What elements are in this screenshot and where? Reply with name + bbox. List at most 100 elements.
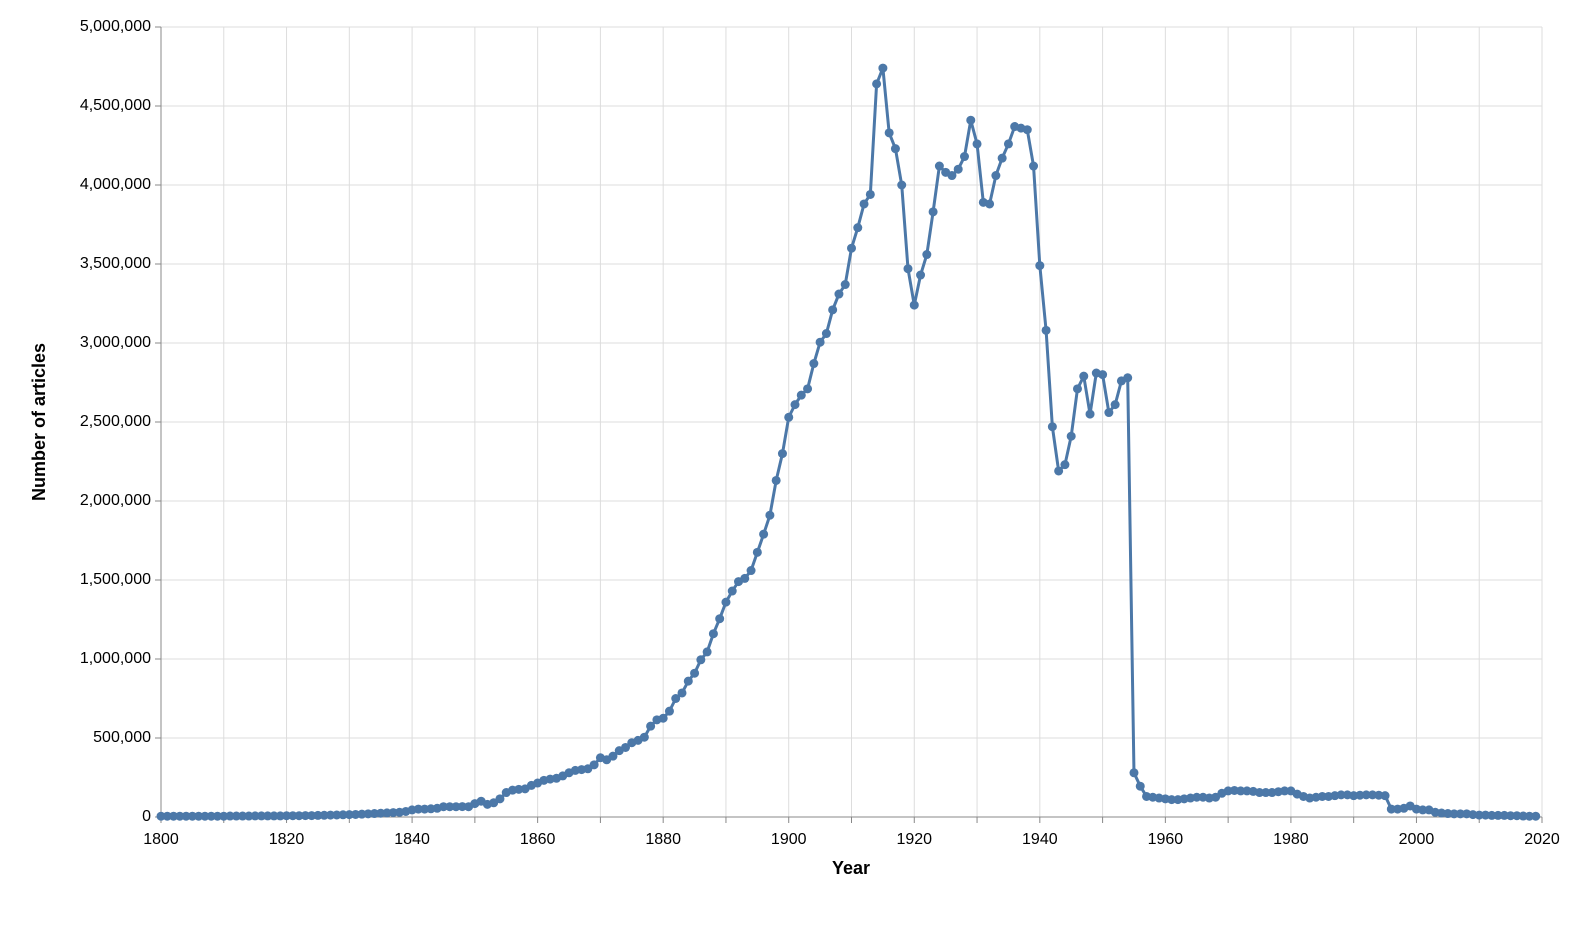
point xyxy=(344,810,354,820)
point xyxy=(966,115,976,125)
point xyxy=(897,180,907,190)
point xyxy=(985,199,995,209)
point xyxy=(256,811,266,821)
point xyxy=(664,706,674,716)
point xyxy=(959,152,969,162)
point xyxy=(934,161,944,171)
y-tick-label: 4,000,000 xyxy=(80,176,151,193)
y-axis-title: Number of articles xyxy=(29,343,49,501)
x-tick-label: 1900 xyxy=(771,831,807,848)
y-tick-label: 500,000 xyxy=(93,729,151,746)
point xyxy=(853,223,863,233)
x-tick-label: 1920 xyxy=(896,831,932,848)
point xyxy=(1041,325,1051,335)
point xyxy=(212,811,222,821)
point xyxy=(181,811,191,821)
point xyxy=(953,164,963,174)
point xyxy=(708,629,718,639)
point xyxy=(313,810,323,820)
point xyxy=(1054,466,1064,476)
point xyxy=(715,614,725,624)
point xyxy=(438,802,448,812)
point xyxy=(815,337,825,347)
point xyxy=(294,811,304,821)
x-tick-label: 1820 xyxy=(269,831,305,848)
point xyxy=(1317,791,1327,801)
point xyxy=(909,300,919,310)
point xyxy=(1380,791,1390,801)
point xyxy=(1022,125,1032,135)
point xyxy=(1336,790,1346,800)
point xyxy=(759,529,769,539)
point xyxy=(325,810,335,820)
point xyxy=(1135,781,1145,791)
point xyxy=(1085,409,1095,419)
point xyxy=(1524,811,1534,821)
x-tick-label: 2020 xyxy=(1524,831,1560,848)
point xyxy=(1361,790,1371,800)
point xyxy=(947,171,957,181)
point xyxy=(928,207,938,217)
y-tick-label: 3,000,000 xyxy=(80,334,151,351)
point xyxy=(890,144,900,154)
point xyxy=(677,688,687,698)
point xyxy=(169,811,179,821)
point xyxy=(1035,261,1045,271)
point xyxy=(1531,811,1541,821)
point xyxy=(784,412,794,422)
point xyxy=(1487,810,1497,820)
point xyxy=(859,199,869,209)
point xyxy=(1079,371,1089,381)
y-tick-label: 0 xyxy=(142,808,151,825)
point xyxy=(771,475,781,485)
point xyxy=(809,359,819,369)
point xyxy=(282,811,292,821)
point xyxy=(269,811,279,821)
x-tick-label: 1860 xyxy=(520,831,556,848)
point xyxy=(263,811,273,821)
point xyxy=(702,647,712,657)
point xyxy=(1104,408,1114,418)
point xyxy=(225,811,235,821)
point xyxy=(219,811,229,821)
point xyxy=(803,384,813,394)
point xyxy=(727,586,737,596)
point xyxy=(1003,139,1013,149)
point xyxy=(752,547,762,557)
point xyxy=(922,250,932,260)
point xyxy=(1060,460,1070,470)
point xyxy=(275,811,285,821)
point xyxy=(997,153,1007,163)
point xyxy=(1236,786,1246,796)
point xyxy=(300,811,310,821)
point xyxy=(162,811,172,821)
point xyxy=(413,804,423,814)
point xyxy=(821,329,831,339)
x-tick-label: 1840 xyxy=(394,831,430,848)
line xyxy=(161,66,1536,818)
point xyxy=(872,79,882,89)
y-tick-label: 2,000,000 xyxy=(80,492,151,509)
point xyxy=(1386,804,1396,814)
point xyxy=(1455,809,1465,819)
point xyxy=(156,811,166,821)
point xyxy=(187,811,197,821)
point xyxy=(683,676,693,686)
x-tick-label: 1980 xyxy=(1273,831,1309,848)
point xyxy=(740,573,750,583)
x-tick-label: 2000 xyxy=(1399,831,1435,848)
point xyxy=(231,811,241,821)
point xyxy=(338,810,348,820)
point xyxy=(1167,795,1177,805)
y-tick-label: 2,500,000 xyxy=(80,413,151,430)
point xyxy=(1255,788,1265,798)
x-tick-label: 1940 xyxy=(1022,831,1058,848)
point xyxy=(884,128,894,138)
point xyxy=(1029,161,1039,171)
y-tick-label: 5,000,000 xyxy=(80,18,151,35)
point xyxy=(878,63,888,73)
point xyxy=(1072,384,1082,394)
point xyxy=(972,139,982,149)
point xyxy=(1518,811,1528,821)
